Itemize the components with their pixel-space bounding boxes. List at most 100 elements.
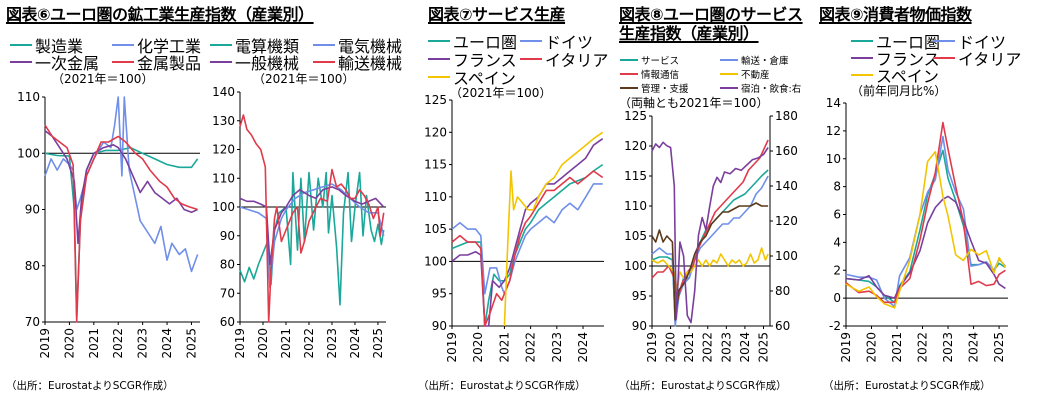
legend-swatch [428, 40, 450, 42]
y-tick-label: 100 [424, 254, 447, 268]
series-line [239, 186, 385, 266]
series-line [651, 175, 769, 327]
panel-industry-a: 図表⑥ユーロ圏の鉱工業生産指数（産業別） 製造業 化学工業 一次金属 金属製品 … [0, 0, 314, 401]
x-tick-label: 2022 [524, 332, 538, 363]
legend-item-accommodation: 宿泊・飲食:右 [720, 81, 801, 95]
x-tick-label: 2024 [738, 332, 752, 363]
legend-item-france: フランス [851, 46, 940, 70]
y-tick-label-right: 140 [775, 179, 798, 193]
y-tick-label: 120 [212, 143, 235, 157]
legend-swatch [720, 59, 738, 61]
legend-item-spain: スペイン [851, 63, 939, 87]
legend-swatch [620, 59, 638, 61]
chart8-unit-note: （両軸とも2021年＝100） [619, 96, 769, 110]
y-tick-label: 90 [432, 319, 447, 333]
series-line [503, 131, 604, 327]
y-tick-label: 110 [624, 199, 647, 213]
panel-industry-b: 電算機類 電気機械 一般機械 輸送機械 （2021年＝100） [205, 0, 405, 401]
legend-item-services: サービス [620, 53, 679, 67]
y-tick-label: 110 [424, 190, 447, 204]
x-tick-label: 2025 [992, 332, 1006, 363]
x-tick-label: 2019 [839, 332, 853, 363]
y-tick-label: 140 [212, 85, 235, 99]
y-tick-label: 120 [624, 139, 647, 153]
x-tick-label: 2019 [233, 328, 247, 359]
y-tick-label-right: 60 [775, 319, 790, 333]
legend-swatch [10, 44, 32, 46]
source-note: （出所：EurostatよりSCGR作成） [619, 380, 787, 392]
legend-swatch [620, 73, 638, 75]
y-tick-label: -2 [829, 319, 841, 333]
chart6a-unit-note: （2021年＝100） [52, 72, 154, 86]
chart7-title: 図表⑦サービス生産 [428, 5, 566, 24]
x-tick-label: 2021 [279, 328, 293, 359]
y-tick-label: 105 [424, 222, 447, 236]
y-tick-label: 120 [424, 125, 447, 139]
chart9-unit-note: （前年同月比%） [851, 84, 947, 98]
y-tick-label: 6 [833, 208, 841, 222]
series-line [451, 183, 603, 295]
y-tick-label: 0 [833, 291, 841, 305]
y-tick-label: 130 [212, 114, 235, 128]
series-line [845, 135, 1006, 308]
x-tick-label: 2020 [256, 328, 270, 359]
y-tick-label: 90 [632, 319, 647, 333]
legend-item-real-estate: 不動産 [720, 67, 770, 81]
y-tick-label-right: 80 [775, 284, 790, 298]
series-line [451, 163, 604, 327]
x-tick-label: 2023 [719, 332, 733, 363]
legend-swatch [112, 44, 134, 46]
y-tick-label: 90 [220, 229, 235, 243]
y-tick-label: 100 [624, 259, 647, 273]
series-line [651, 169, 769, 321]
x-tick-label: 2025 [184, 328, 198, 359]
x-tick-label: 2023 [136, 328, 150, 359]
legend-swatch [620, 87, 638, 89]
x-tick-label: 2021 [87, 328, 101, 359]
x-tick-label: 2021 [682, 332, 696, 363]
legend-swatch [112, 61, 134, 63]
x-tick-label: 2020 [471, 332, 485, 363]
legend-swatch [428, 58, 450, 60]
y-tick-label: 8 [833, 180, 841, 194]
y-tick-label: 110 [212, 171, 235, 185]
x-tick-label: 2021 [497, 332, 511, 363]
x-tick-label: 2019 [38, 328, 52, 359]
chart9-title: 図表⑨消費者物価指数 [819, 5, 972, 24]
chart6b-unit-note: （2021年＝100） [253, 72, 355, 86]
series-line [845, 121, 1006, 304]
legend-item-manufacturing: 製造業 [10, 33, 83, 57]
x-tick-label: 2025 [756, 332, 770, 363]
legend-swatch [10, 61, 32, 63]
legend-swatch [313, 61, 335, 63]
legend-swatch [720, 73, 738, 75]
y-tick-label: 70 [220, 286, 235, 300]
legend-swatch [428, 76, 450, 78]
chart7-unit-note: （2021年＝100） [450, 86, 552, 100]
legend-item-italy: イタリア [933, 46, 1021, 70]
legend-swatch [720, 87, 738, 89]
x-tick-label: 2019 [645, 332, 659, 363]
x-tick-label: 2023 [325, 328, 339, 359]
legend-swatch [520, 40, 542, 42]
legend-swatch [520, 58, 542, 60]
legend-swatch [210, 61, 232, 63]
panel-cpi: 図表⑨消費者物価指数 ユーロ圏 ドイツ フランス イタリア スペイン （前年同月… [815, 0, 1042, 401]
series-line [451, 170, 604, 327]
x-tick-label: 2020 [664, 332, 678, 363]
series-line [651, 202, 769, 321]
series-line [651, 139, 769, 303]
legend-item-chemical: 化学工業 [112, 33, 201, 57]
x-tick-label: 2024 [160, 328, 174, 359]
x-tick-label: 2020 [62, 328, 76, 359]
legend-swatch [851, 74, 873, 76]
y-tick-label: 125 [424, 93, 447, 107]
legend-item-electrical: 電気機械 [313, 33, 402, 57]
legend-item-germany: ドイツ [933, 29, 1006, 53]
x-tick-label: 2024 [967, 332, 981, 363]
legend-swatch [851, 40, 873, 42]
chart6-title: 図表⑥ユーロ圏の鉱工業生産指数（産業別） [6, 5, 314, 24]
y-tick-label: 125 [624, 109, 647, 123]
series-line [451, 138, 604, 327]
legend-item-metal-products: 金属製品 [112, 50, 201, 74]
